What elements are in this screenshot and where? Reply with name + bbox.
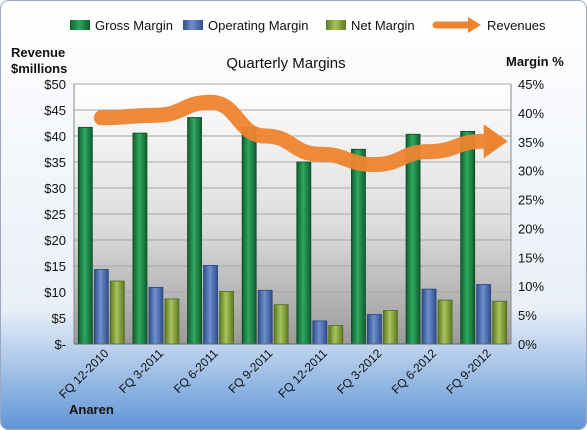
legend-swatch-operating-margin xyxy=(183,20,203,30)
gross-margin-bar xyxy=(296,161,312,345)
net-margin-bar xyxy=(492,300,508,345)
legend-item-operating-margin: Operating Margin xyxy=(183,18,308,33)
revenues-arrowhead xyxy=(483,124,508,159)
net-margin-bar xyxy=(164,298,180,345)
gross-margin-bar xyxy=(405,133,421,345)
right-tick-label: 45% xyxy=(518,77,544,92)
right-tick-label: 15% xyxy=(518,250,544,265)
left-axis-title-line2: $millions xyxy=(11,61,67,76)
left-tick-label: $15 xyxy=(44,259,66,274)
left-tick-label: $25 xyxy=(44,207,66,222)
net-margin-bar xyxy=(109,280,125,345)
legend-swatch-net-margin xyxy=(326,20,346,30)
right-tick-label: 30% xyxy=(518,164,544,179)
right-tick-label: 35% xyxy=(518,135,544,150)
gross-margin-bar xyxy=(460,130,476,345)
revenues-series xyxy=(93,94,508,173)
left-tick-label: $45 xyxy=(44,103,66,118)
right-tick-label: 5% xyxy=(518,308,537,323)
left-tick-label: $10 xyxy=(44,285,66,300)
legend-swatch-gross-margin xyxy=(70,20,90,30)
chart-title: Quarterly Margins xyxy=(226,55,345,72)
left-tick-label: $30 xyxy=(44,181,66,196)
company-label: Anaren xyxy=(69,402,114,417)
right-axis-ticks: 0% 5% 10% 15% 20% 25% 30% 35% 40% 45% xyxy=(518,77,544,352)
operating-margin-bar xyxy=(312,320,328,345)
revenues-line xyxy=(93,94,494,173)
left-tick-label: $50 xyxy=(44,77,66,92)
left-axis-title-line1: Revenue xyxy=(11,45,65,60)
right-tick-label: 10% xyxy=(518,279,544,294)
legend-item-net-margin: Net Margin xyxy=(326,18,415,33)
legend-label-revenues: Revenues xyxy=(487,18,546,33)
gross-margin-bar xyxy=(187,117,202,345)
net-margin-bar xyxy=(383,310,398,345)
right-tick-label: 25% xyxy=(518,193,544,208)
right-axis-title: Margin % xyxy=(506,54,564,69)
left-tick-label: $- xyxy=(54,337,66,352)
operating-margin-bar xyxy=(148,286,164,345)
operating-margin-bar xyxy=(476,284,492,345)
right-tick-label: 40% xyxy=(518,106,544,121)
legend-label-operating-margin: Operating Margin xyxy=(208,18,308,33)
net-margin-bar xyxy=(273,304,289,345)
legend-item-revenues: Revenues xyxy=(432,17,546,33)
right-tick-label: 0% xyxy=(518,337,537,352)
gross-margin-bar xyxy=(77,126,93,345)
left-tick-label: $35 xyxy=(44,155,66,170)
legend-arrowhead-icon xyxy=(468,17,481,33)
net-margin-bar xyxy=(437,299,453,345)
gross-margin-bar xyxy=(241,126,257,345)
gross-margin-bar xyxy=(351,148,366,345)
operating-margin-bar xyxy=(421,288,437,345)
net-margin-bar xyxy=(219,291,234,345)
legend: Gross Margin Operating Margin Net Margin… xyxy=(70,17,546,33)
operating-margin-bar xyxy=(367,314,382,345)
left-tick-label: $5 xyxy=(52,311,66,326)
operating-margin-bar xyxy=(93,269,109,345)
right-tick-label: 20% xyxy=(518,221,544,236)
net-margin-bar xyxy=(328,325,344,345)
operating-margin-bar xyxy=(257,289,273,345)
left-tick-label: $20 xyxy=(44,233,66,248)
operating-margin-bar xyxy=(203,265,218,345)
gross-margin-bar xyxy=(132,132,148,345)
left-axis-ticks: $- $5 $10 $15 $20 $25 $30 $35 $40 $45 $50 xyxy=(44,77,66,352)
left-tick-label: $40 xyxy=(44,129,66,144)
legend-label-gross-margin: Gross Margin xyxy=(95,18,173,33)
legend-label-net-margin: Net Margin xyxy=(351,18,415,33)
legend-item-gross-margin: Gross Margin xyxy=(70,18,173,33)
